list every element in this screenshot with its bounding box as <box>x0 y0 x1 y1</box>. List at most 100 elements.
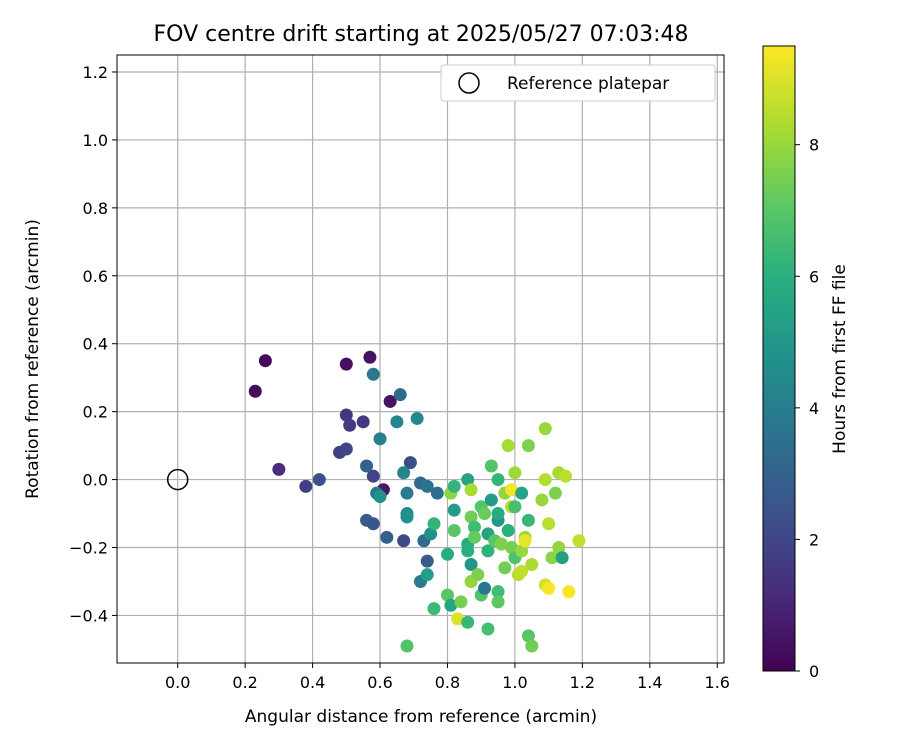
data-point <box>498 561 512 575</box>
colorbar-gradient <box>762 45 796 672</box>
data-point <box>461 615 475 629</box>
data-point <box>559 469 573 483</box>
data-point <box>478 581 492 595</box>
data-point <box>491 507 505 521</box>
data-point <box>542 581 556 595</box>
data-point <box>464 557 478 571</box>
data-point <box>400 510 414 524</box>
data-point <box>515 564 529 578</box>
y-tick-label: −0.4 <box>69 606 108 625</box>
chart-title: FOV centre drift starting at 2025/05/27 … <box>154 22 689 47</box>
data-point <box>545 551 559 565</box>
data-point <box>380 530 394 544</box>
y-axis-ticks: −0.4 −0.2 0.0 0.2 0.4 0.6 0.8 1.0 1.2 <box>69 63 117 625</box>
colorbar-ticks: 0 2 4 6 8 <box>795 136 819 681</box>
x-tick-label: 0.6 <box>367 673 392 692</box>
data-point <box>494 537 508 551</box>
data-point <box>400 639 414 653</box>
data-point <box>464 510 478 524</box>
data-point <box>491 595 505 609</box>
data-point <box>555 551 569 565</box>
colorbar-tick-label: 2 <box>809 530 819 549</box>
data-point <box>521 629 535 643</box>
data-point <box>461 473 475 487</box>
y-tick-label: 0.4 <box>83 335 108 354</box>
data-point <box>501 439 515 453</box>
data-point <box>464 483 478 497</box>
x-tick-label: 1.0 <box>502 673 527 692</box>
data-point <box>424 527 438 541</box>
data-point <box>366 367 380 381</box>
data-point <box>542 517 556 531</box>
data-point <box>518 534 532 548</box>
data-point <box>383 394 397 408</box>
data-point <box>366 517 380 531</box>
data-point <box>535 493 549 507</box>
data-point <box>471 568 485 582</box>
data-point <box>397 534 411 548</box>
legend: Reference platepar <box>440 64 716 102</box>
data-point <box>272 462 286 476</box>
plot-frame <box>116 54 725 664</box>
data-point <box>501 524 515 538</box>
colorbar-tick-label: 4 <box>809 399 819 418</box>
data-point <box>505 541 519 555</box>
data-point <box>461 544 475 558</box>
data-point <box>312 473 326 487</box>
x-tick-label: 0.2 <box>232 673 257 692</box>
data-point <box>552 541 566 555</box>
x-gridlines <box>177 55 718 663</box>
data-point <box>343 418 357 432</box>
data-point <box>548 486 562 500</box>
data-point <box>515 544 529 558</box>
data-point <box>484 459 498 473</box>
legend-marker-icon <box>458 72 480 94</box>
data-point <box>356 415 370 429</box>
colorbar-tick-label: 8 <box>809 136 819 155</box>
data-point <box>525 639 539 653</box>
data-point <box>397 466 411 480</box>
data-point <box>339 408 353 422</box>
legend-box <box>440 64 716 102</box>
y-tick-label: 0.2 <box>83 403 108 422</box>
x-tick-label: 1.2 <box>570 673 595 692</box>
data-point <box>393 388 407 402</box>
legend-entry-reference: Reference platepar <box>507 74 669 94</box>
y-tick-label: 1.2 <box>83 63 108 82</box>
x-tick-label: 0.8 <box>435 673 460 692</box>
y-gridlines <box>117 71 724 617</box>
data-point <box>447 524 461 538</box>
data-point <box>562 585 576 599</box>
x-axis-ticks: 0.0 0.2 0.4 0.6 0.8 1.0 1.2 1.4 1.6 <box>165 663 730 692</box>
data-point <box>491 473 505 487</box>
data-point <box>447 479 461 493</box>
colorbar-tick-label: 6 <box>809 267 819 286</box>
data-point <box>508 500 522 514</box>
data-point <box>538 473 552 487</box>
data-point <box>572 534 586 548</box>
y-tick-label: −0.2 <box>69 539 108 558</box>
data-point <box>478 507 492 521</box>
data-point <box>363 350 377 364</box>
data-point <box>481 622 495 636</box>
data-point <box>508 466 522 480</box>
data-point <box>467 530 481 544</box>
data-point <box>373 490 387 504</box>
y-tick-label: 0.8 <box>83 199 108 218</box>
colorbar: 0 2 4 6 8 Hours from first FF file <box>762 45 850 681</box>
x-tick-label: 0.4 <box>300 673 325 692</box>
data-point <box>427 602 441 616</box>
data-point <box>505 483 519 497</box>
data-point <box>339 357 353 371</box>
y-tick-label: 1.0 <box>83 131 108 150</box>
data-point <box>400 486 414 500</box>
data-point <box>451 612 465 626</box>
data-point <box>440 547 454 561</box>
data-point <box>481 544 495 558</box>
data-point <box>430 486 444 500</box>
data-point <box>538 422 552 436</box>
data-point <box>467 520 481 534</box>
data-point <box>410 411 424 425</box>
data-point <box>491 585 505 599</box>
data-points <box>248 350 586 653</box>
